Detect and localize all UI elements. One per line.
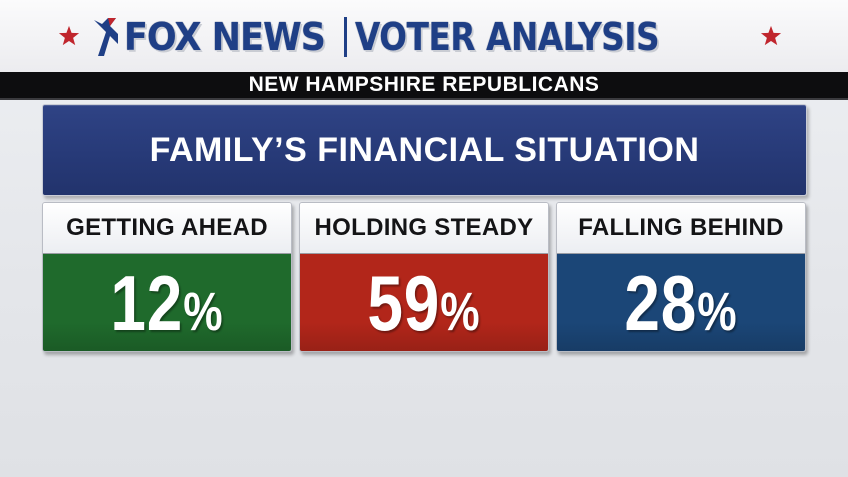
result-card-body: 28% [557, 254, 805, 351]
result-card: GETTING AHEAD 12% [42, 202, 292, 352]
brand-lockup: FOX NEWS VOTER ANALYSIS [88, 13, 709, 61]
result-card-header: HOLDING STEADY [300, 203, 548, 254]
result-card-body: 12% [43, 254, 291, 351]
result-value: 28% [625, 258, 738, 349]
result-value: 12% [111, 258, 224, 349]
result-unit: % [440, 281, 481, 342]
fox-news-logo-icon [94, 18, 118, 56]
result-label: HOLDING STEADY [314, 214, 534, 241]
result-number: 12 [110, 258, 184, 347]
brand-name: FOX NEWS [124, 15, 326, 59]
subtitle-bar: NEW HAMPSHIRE REPUBLICANS [0, 72, 848, 100]
result-card-header: FALLING BEHIND [557, 203, 805, 254]
brand-divider [344, 17, 347, 57]
result-unit: % [697, 281, 738, 342]
result-value: 59% [368, 258, 481, 349]
star-icon [58, 25, 80, 46]
question-title: FAMILY’S FINANCIAL SITUATION [149, 130, 700, 169]
program-title: VOTER ANALYSIS [355, 15, 660, 59]
result-card-header: GETTING AHEAD [43, 203, 291, 254]
result-card: FALLING BEHIND 28% [556, 202, 806, 352]
question-panel: FAMILY’S FINANCIAL SITUATION [42, 104, 807, 196]
result-label: FALLING BEHIND [578, 214, 784, 241]
subtitle: NEW HAMPSHIRE REPUBLICANS [248, 73, 600, 96]
result-card: HOLDING STEADY 59% [299, 202, 549, 352]
result-label: GETTING AHEAD [66, 214, 268, 241]
star-icon [760, 25, 782, 46]
result-unit: % [183, 281, 224, 342]
result-number: 28 [624, 258, 698, 347]
result-card-body: 59% [300, 254, 548, 351]
header-banner: FOX NEWS VOTER ANALYSIS [0, 0, 848, 72]
result-number: 59 [367, 258, 441, 347]
results-row: GETTING AHEAD 12% HOLDING STEADY 59% FAL… [42, 202, 807, 352]
